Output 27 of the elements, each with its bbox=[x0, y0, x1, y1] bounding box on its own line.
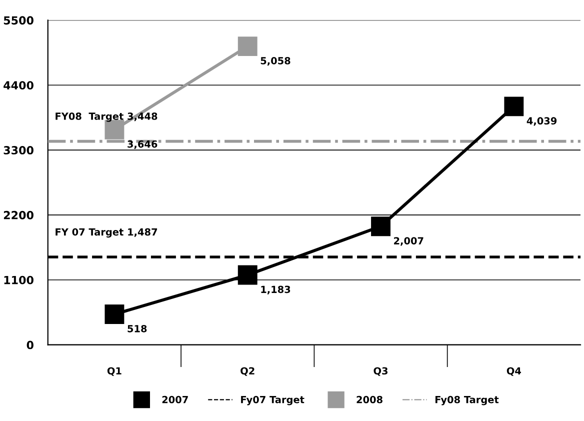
annotation: FY08 Target 3,448 bbox=[56, 112, 158, 122]
y-tick-label: 3300 bbox=[4, 146, 34, 154]
y-tick-label: 4400 bbox=[4, 81, 34, 90]
point bbox=[504, 96, 524, 116]
x-tick-label: Q1 bbox=[107, 367, 122, 376]
x-tick-label: Q2 bbox=[240, 367, 254, 376]
y-tick-label: 5500 bbox=[4, 16, 34, 25]
point bbox=[104, 304, 124, 324]
y-tick-label: 1100 bbox=[4, 276, 34, 284]
x-tick-label: Q3 bbox=[374, 367, 388, 376]
point bbox=[371, 216, 390, 236]
data-label: 4,039 bbox=[526, 117, 557, 126]
y-tick-label: 2200 bbox=[4, 210, 34, 220]
data-label: 5,058 bbox=[260, 57, 290, 66]
legend-label: Fy07 Target bbox=[241, 396, 304, 406]
point bbox=[238, 36, 258, 56]
annotation: FY 07 Target 1,487 bbox=[56, 228, 158, 238]
point bbox=[238, 265, 258, 285]
y-tick-label: 0 bbox=[26, 340, 34, 350]
data-label: 2,007 bbox=[394, 237, 424, 246]
x-tick-label: Q4 bbox=[506, 367, 521, 376]
legend-label: 2008 bbox=[356, 396, 382, 404]
data-label: 3,646 bbox=[128, 140, 158, 149]
data-label: 518 bbox=[128, 324, 147, 332]
data-label: 1,183 bbox=[261, 286, 290, 294]
legend-label: 2007 bbox=[162, 396, 188, 404]
legend-label: Fy08 Target bbox=[435, 396, 499, 406]
